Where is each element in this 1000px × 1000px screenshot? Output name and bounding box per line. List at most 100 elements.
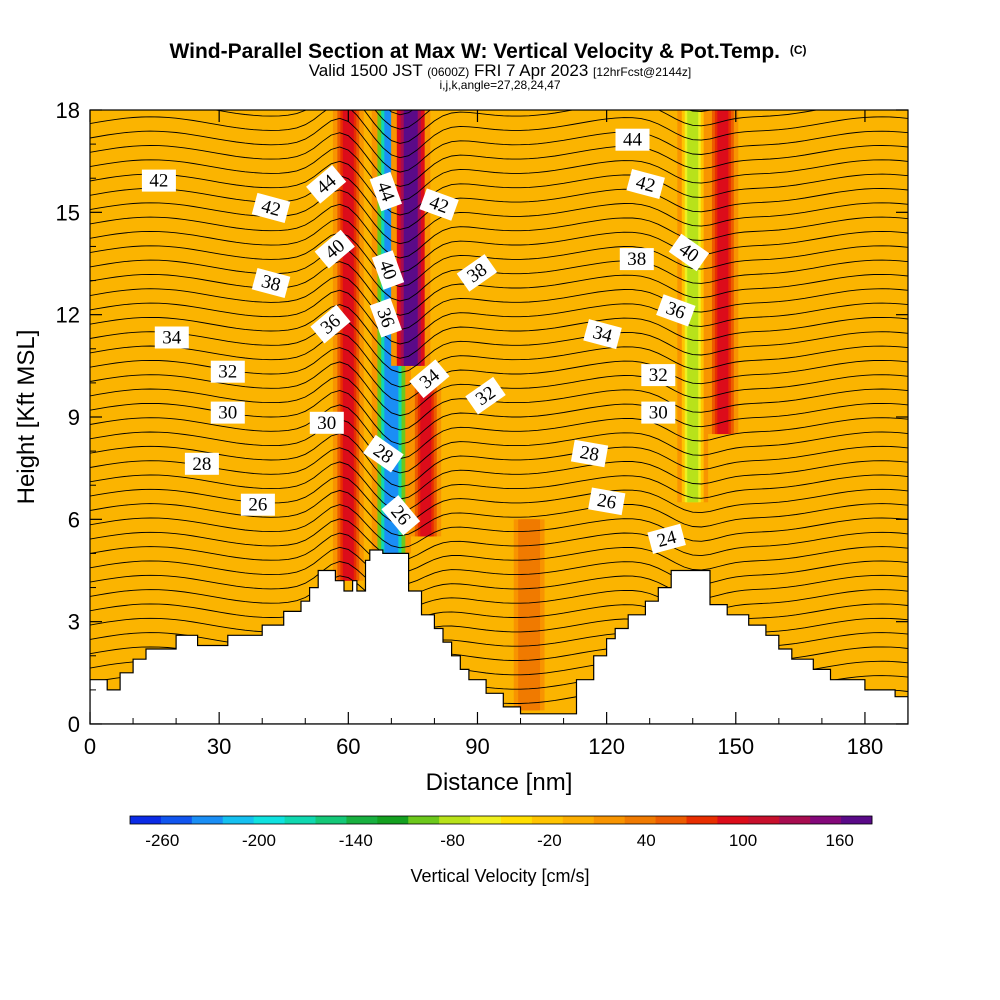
contour-label-text: 26 xyxy=(596,490,618,514)
x-axis: 0 30 60 90 120 150 180 xyxy=(84,110,883,759)
isentrope-line xyxy=(90,318,908,374)
isentrope-line xyxy=(90,261,908,316)
contour-label-text: 38 xyxy=(627,249,646,270)
isentrope-line xyxy=(90,518,908,561)
contour-label-box xyxy=(588,487,626,516)
isentrope-line xyxy=(90,175,908,230)
subtitle-valid: Valid 1500 JST xyxy=(309,61,423,80)
isentrope-line xyxy=(90,475,908,524)
isentrope-line xyxy=(90,375,908,431)
contour-label-text: 26 xyxy=(248,495,267,516)
isentrope-line xyxy=(90,504,908,549)
colorbar-swatch xyxy=(191,816,224,824)
contour-label: 40 xyxy=(668,233,710,272)
contour-label: 34 xyxy=(154,326,189,349)
contour-label: 30 xyxy=(641,401,676,424)
contour-label-box xyxy=(154,326,189,349)
contour-label-text: 28 xyxy=(192,454,211,475)
subtitle-forecast: [12hrFcst@2144z] xyxy=(593,65,691,79)
contour-label-box xyxy=(309,411,344,434)
isentrope-line xyxy=(90,418,908,474)
x-tick-label: 150 xyxy=(717,734,754,759)
velocity-band-cell xyxy=(420,382,432,537)
contour-label-text: 30 xyxy=(317,413,336,434)
x-tick-label: 30 xyxy=(207,734,231,759)
contour-label-box xyxy=(363,434,404,473)
colorbar-swatch xyxy=(655,816,687,824)
contour-label: 42 xyxy=(626,169,665,200)
contour-label: 36 xyxy=(310,304,351,344)
isentrope-line xyxy=(90,546,908,585)
colorbar-swatch xyxy=(284,816,316,824)
subtitle-utc: (0600Z) xyxy=(427,65,469,79)
colorbar-ticks: -260 -200 -140 -80 -20 40 100 160 xyxy=(145,831,854,850)
subtitle-date: FRI 7 Apr 2023 xyxy=(474,61,588,80)
isentrope-line xyxy=(90,561,908,600)
contour-label-box xyxy=(615,128,650,151)
isentrope-line xyxy=(90,304,908,359)
isentrope-line xyxy=(90,203,908,259)
contour-label: 24 xyxy=(647,523,686,554)
isentrope-line xyxy=(90,110,908,159)
contour-label-text: 28 xyxy=(578,442,600,466)
x-tick-label: 180 xyxy=(847,734,884,759)
contour-label-box xyxy=(647,523,686,554)
contour-label: 36 xyxy=(656,294,696,327)
contour-label: 40 xyxy=(371,250,405,290)
velocity-band-cell xyxy=(342,110,354,581)
y-tick-label: 15 xyxy=(56,200,80,225)
contour-label-box xyxy=(240,493,275,516)
isentrope-line xyxy=(90,433,908,488)
contour-label: 38 xyxy=(619,248,654,271)
chart-index-line: i,j,k,angle=27,28,24,47 xyxy=(439,78,560,92)
contour-label-text: 34 xyxy=(162,328,182,349)
isentrope-line xyxy=(90,461,908,512)
y-tick-label: 9 xyxy=(68,405,80,430)
contour-label: 30 xyxy=(210,401,245,424)
colorbar-tick-label: -260 xyxy=(145,831,179,850)
x-tick-label: 90 xyxy=(465,734,489,759)
isentrope-line xyxy=(90,489,908,537)
contour-label-text: 38 xyxy=(259,271,283,296)
contour-label-box xyxy=(668,233,710,272)
contour-label: 34 xyxy=(583,319,622,350)
velocity-band-cell xyxy=(717,110,729,435)
contour-label-box xyxy=(641,401,676,424)
y-tick-label: 6 xyxy=(68,507,80,532)
chart-title: Wind-Parallel Section at Max W: Vertical… xyxy=(169,40,806,63)
colorbar-tick-label: 100 xyxy=(729,831,757,850)
colorbar-swatch xyxy=(531,816,564,824)
chart-title-text: Wind-Parallel Section at Max W: Vertical… xyxy=(169,40,780,63)
colorbar-tick-label: -20 xyxy=(537,831,562,850)
contour-label-box xyxy=(641,364,676,387)
terrain xyxy=(90,549,908,724)
colorbar-tick-label: -200 xyxy=(242,831,276,850)
colorbar-tick-label: -80 xyxy=(440,831,465,850)
contour-label: 26 xyxy=(588,487,626,516)
contour-label-text: 42 xyxy=(259,196,283,221)
contour-label-text: 42 xyxy=(149,171,168,192)
contour-label: 32 xyxy=(641,364,676,387)
colorbar-swatch xyxy=(810,816,842,824)
isentrope-line xyxy=(213,110,819,144)
contour-label-box xyxy=(306,164,347,204)
contour-label-box xyxy=(210,360,245,383)
colorbar-swatch xyxy=(222,816,255,824)
contour-label-box xyxy=(369,171,402,212)
contour-label-box xyxy=(656,294,696,327)
isentrope-line xyxy=(90,575,908,614)
isentrope-line xyxy=(90,589,908,628)
colorbar-swatch xyxy=(593,816,626,824)
y-tick-label: 3 xyxy=(68,610,80,635)
contour-label-text: 42 xyxy=(634,172,658,197)
colorbar-swatch xyxy=(562,816,595,824)
colorbar-label: Vertical Velocity [cm/s] xyxy=(410,866,589,886)
contour-label: 42 xyxy=(141,169,176,192)
contour-label: 28 xyxy=(570,439,609,468)
contour-label: 28 xyxy=(184,452,219,475)
isentrope-line xyxy=(90,532,908,573)
isentrope-line xyxy=(90,117,908,173)
contour-label-text: 32 xyxy=(218,362,237,383)
